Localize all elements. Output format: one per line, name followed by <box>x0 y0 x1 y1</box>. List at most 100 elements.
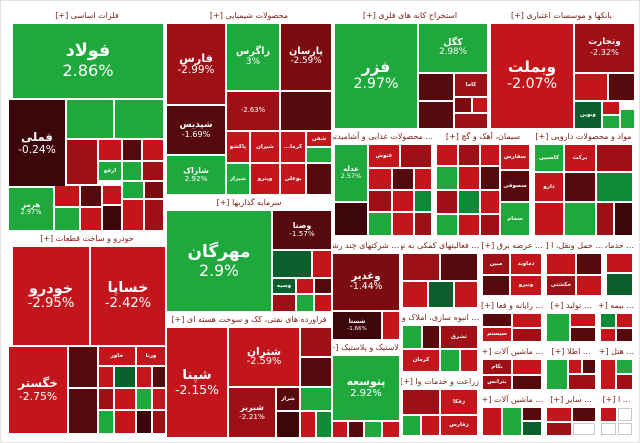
stock-tile[interactable] <box>423 326 439 348</box>
stock-tile[interactable] <box>459 145 479 165</box>
stock-tile[interactable] <box>547 314 569 341</box>
stock-tile-هرمز[interactable]: هرمز 2.97% <box>9 188 53 230</box>
stock-tile[interactable] <box>301 412 315 437</box>
stock-tile[interactable] <box>393 169 413 189</box>
stock-tile[interactable] <box>481 215 499 235</box>
stock-tile[interactable] <box>67 100 113 138</box>
stock-tile[interactable] <box>313 251 331 277</box>
stock-tile-سفارس[interactable]: سفارس <box>501 145 529 169</box>
stock-tile-وبملت[interactable]: وبملت -2.07% <box>491 24 573 128</box>
stock-tile[interactable] <box>81 186 101 206</box>
sector-header-rubber-plastics[interactable]: لاستیک و پلاستیک [+] <box>333 341 399 354</box>
stock-tile[interactable] <box>297 295 313 311</box>
stock-tile-سصوفی[interactable]: سصوفی <box>501 171 529 201</box>
stock-tile[interactable] <box>153 411 165 433</box>
stock-tile[interactable] <box>99 367 113 387</box>
stock-tile[interactable] <box>115 411 135 433</box>
stock-tile[interactable] <box>513 360 541 374</box>
stock-tile-زفارس[interactable]: زفارس <box>441 416 477 435</box>
stock-tile[interactable] <box>123 162 141 180</box>
stock-tile[interactable] <box>617 314 632 327</box>
stock-tile[interactable] <box>301 388 331 410</box>
stock-tile[interactable] <box>571 328 595 341</box>
stock-tile[interactable] <box>277 412 299 437</box>
stock-tile-کاسپین[interactable]: کاسپین <box>535 145 563 171</box>
stock-tile[interactable] <box>301 358 331 386</box>
stock-tile-شتران[interactable]: شتران -2.59% <box>229 328 299 386</box>
sector-header-food[interactable]: ... محصولات غذایی و آشامیدنی به [+] <box>333 130 433 143</box>
stock-tile-سجام[interactable]: سجام <box>501 203 529 235</box>
stock-tile[interactable] <box>422 416 439 435</box>
stock-tile[interactable] <box>597 203 613 235</box>
stock-tile[interactable] <box>365 422 381 437</box>
stock-tile[interactable] <box>349 422 363 437</box>
sector-header-investments[interactable]: سرمایه گذاریها [+] <box>167 196 331 209</box>
stock-tile[interactable] <box>103 206 121 230</box>
stock-tile[interactable] <box>415 169 431 189</box>
stock-tile[interactable] <box>415 213 431 235</box>
stock-tile-شستا[interactable]: شستا -1.66% <box>333 312 381 339</box>
stock-tile[interactable] <box>601 314 615 327</box>
stock-tile[interactable] <box>143 162 163 180</box>
sector-header-pharma[interactable]: مواد و محصولات دارویی [+] <box>533 130 634 143</box>
stock-tile[interactable] <box>617 360 632 373</box>
stock-tile[interactable] <box>481 191 499 213</box>
stock-tile[interactable] <box>393 213 413 235</box>
stock-tile-برکت[interactable]: برکت <box>565 145 595 171</box>
stock-tile[interactable] <box>115 100 163 138</box>
stock-tile[interactable] <box>577 254 601 274</box>
stock-tile[interactable] <box>577 276 601 295</box>
stock-tile[interactable] <box>115 367 135 387</box>
stock-tile[interactable] <box>315 279 331 293</box>
stock-tile-زاگرس[interactable]: زاگرس 3% <box>227 24 279 90</box>
sector-header-cement[interactable]: سیمان، آهک و گچ [+] <box>435 130 531 143</box>
stock-tile[interactable] <box>481 145 499 165</box>
stock-tile[interactable] <box>419 102 453 128</box>
stock-tile-فملی[interactable]: فملی -0.24% <box>9 100 65 186</box>
stock-tile[interactable] <box>307 164 331 194</box>
stock-tile[interactable] <box>403 390 439 414</box>
stock-tile[interactable] <box>315 295 331 311</box>
stock-tile-ونوین[interactable]: ونوین <box>575 102 601 128</box>
sector-header-agriculture[interactable]: زراعت و خدمات وا [+] <box>401 375 479 388</box>
stock-tile[interactable] <box>481 167 499 189</box>
stock-tile[interactable] <box>99 389 113 409</box>
stock-tile[interactable] <box>583 360 595 373</box>
stock-tile[interactable] <box>369 191 391 211</box>
stock-tile[interactable] <box>383 422 399 437</box>
stock-tile[interactable] <box>601 329 615 341</box>
stock-tile-شپنا[interactable]: شپنا -2.15% <box>167 328 227 437</box>
stock-tile-عدله[interactable]: عدله 2.57% <box>335 145 367 201</box>
stock-tile[interactable] <box>145 182 163 198</box>
stock-tile[interactable] <box>459 167 479 189</box>
stock-tile-شیراز[interactable]: شیراز <box>227 164 249 194</box>
stock-tile[interactable] <box>607 254 632 272</box>
stock-tile-خودرو[interactable]: خودرو -2.95% <box>13 247 89 345</box>
stock-tile[interactable] <box>565 173 595 201</box>
stock-tile[interactable] <box>437 167 457 189</box>
stock-tile-ورنا[interactable]: ورنا <box>137 347 165 365</box>
sector-header-automotive[interactable]: خودرو و ساخت قطعات [+] <box>9 232 165 245</box>
stock-tile[interactable] <box>403 416 420 435</box>
stock-tile[interactable] <box>607 274 632 295</box>
stock-tile[interactable] <box>273 295 295 311</box>
stock-tile-شاراک[interactable]: شاراک 2.92% <box>167 156 225 194</box>
stock-tile[interactable] <box>67 140 97 184</box>
stock-tile-سیستم[interactable]: سیستم <box>483 328 511 341</box>
sector-header-machinery-2[interactable]: ... ماشین آلات [+] <box>481 393 543 406</box>
stock-tile-دماوند[interactable]: دماوند <box>511 254 541 274</box>
stock-tile-ونیرو[interactable]: ونیرو <box>511 276 541 295</box>
sector-header-metal-ores[interactable]: استخراج کانه های فلزی [+] <box>333 9 487 22</box>
stock-tile[interactable] <box>415 191 431 211</box>
stock-tile[interactable] <box>403 254 439 280</box>
stock-tile[interactable] <box>153 389 165 409</box>
stock-tile-شیران[interactable]: شیران <box>251 132 279 162</box>
stock-tile[interactable] <box>81 208 101 230</box>
stock-tile-شراز[interactable]: شراز <box>277 388 299 410</box>
stock-tile[interactable] <box>461 350 477 371</box>
stock-tile[interactable] <box>603 116 619 128</box>
stock-tile[interactable] <box>383 312 399 339</box>
stock-tile[interactable]: -2.63% <box>227 92 279 130</box>
sector-header-chemicals[interactable]: محصولات شیمیایی [+] <box>167 9 331 22</box>
stock-tile[interactable] <box>441 254 477 280</box>
